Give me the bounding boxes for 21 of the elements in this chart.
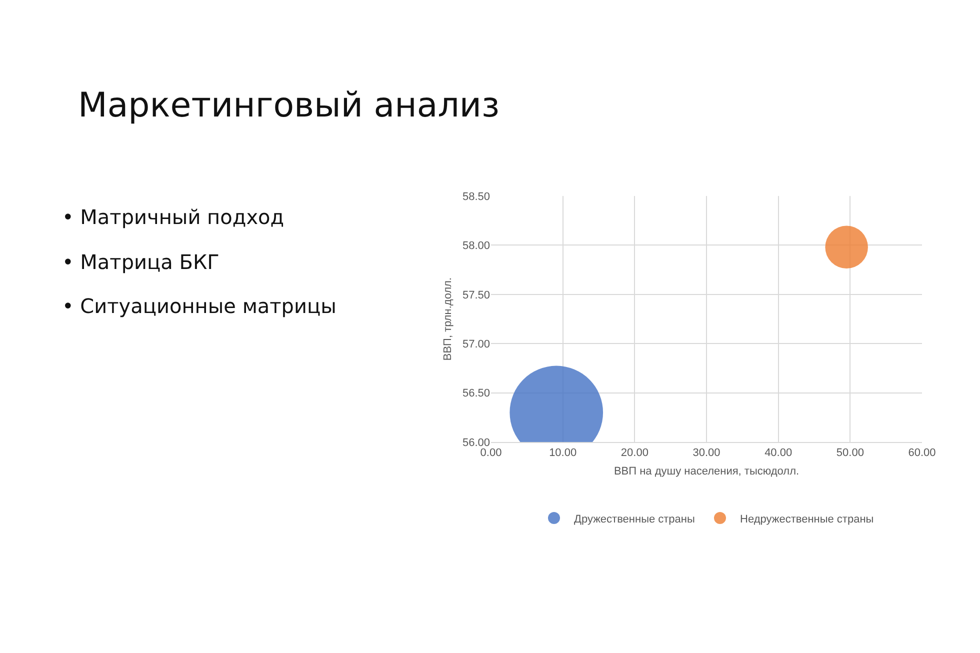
x-tick-label: 40.00 — [764, 447, 792, 460]
y-tick-label: 58.50 — [462, 190, 490, 203]
y-tick-label: 56.00 — [462, 436, 490, 449]
x-tick-label: 10.00 — [549, 447, 577, 460]
chart-title: Маркетинговый анализ — [78, 85, 500, 126]
y-tick-label: 56.50 — [462, 388, 490, 400]
y-tick-label: 57.50 — [462, 289, 490, 302]
y-tick-label: 58.00 — [462, 240, 490, 252]
y-tick-label: 57.00 — [462, 338, 490, 350]
x-tick-label: 0.00 — [480, 447, 502, 460]
x-tick-label: 30.00 — [692, 447, 720, 460]
x-axis-title: ВВП на душу населения, тысюдолл. — [614, 465, 800, 478]
legend-label: Недружественные страны — [740, 513, 874, 526]
y-axis-title: ВВП, трлн.долл. — [442, 277, 454, 361]
x-tick-label: 50.00 — [836, 447, 864, 460]
x-tick-label: 60.00 — [908, 447, 936, 460]
legend-label: Дружественные страны — [574, 513, 695, 526]
x-tick-label: 20.00 — [620, 447, 648, 460]
text: • Ситуационные матрицы — [62, 294, 336, 318]
text: • Матрица БКГ — [62, 250, 220, 274]
text: • Матричный подход — [62, 205, 284, 229]
